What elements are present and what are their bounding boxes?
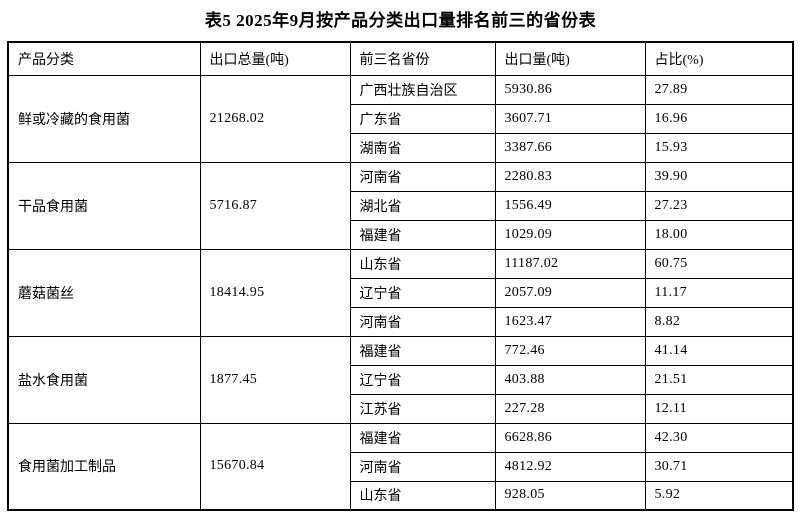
category-cell: 盐水食用菌	[7, 335, 201, 424]
table-row: 辽宁省 403.88 21.51	[8, 364, 794, 395]
table-row: 广东省 3607.71 16.96	[8, 103, 794, 134]
share-cell: 41.14	[644, 335, 794, 366]
volume-cell: 2057.09	[494, 277, 646, 308]
share-cell: 15.93	[644, 132, 794, 163]
volume-cell: 3607.71	[494, 103, 646, 134]
share-cell: 27.23	[644, 190, 794, 221]
province-cell: 广东省	[349, 103, 496, 134]
province-cell: 湖南省	[349, 132, 496, 163]
volume-cell: 1556.49	[494, 190, 646, 221]
share-cell: 30.71	[644, 451, 794, 482]
province-cell: 福建省	[349, 422, 496, 453]
volume-cell: 6628.86	[494, 422, 646, 453]
table-row: 干品食用菌 5716.87 河南省 2280.83 39.90	[7, 161, 794, 250]
share-cell: 16.96	[644, 103, 794, 134]
province-cell: 辽宁省	[349, 277, 496, 308]
volume-cell: 772.46	[494, 335, 646, 366]
table-row: 辽宁省 2057.09 11.17	[8, 277, 794, 308]
province-cell: 河南省	[349, 451, 496, 482]
table-row: 江苏省 227.28 12.11	[8, 393, 794, 424]
volume-cell: 2280.83	[494, 161, 646, 192]
total-volume-cell: 15670.84	[199, 422, 351, 511]
province-cell: 山东省	[349, 248, 496, 279]
volume-cell: 403.88	[494, 364, 646, 395]
province-cell: 福建省	[349, 335, 496, 366]
table-row: 福建省 1029.09 18.00	[8, 219, 794, 250]
table-row: 湖南省 3387.66 15.93	[8, 132, 794, 163]
share-cell: 18.00	[644, 219, 794, 250]
export-table: 产品分类 出口总量(吨) 前三名省份 出口量(吨) 占比(%) 鲜或冷藏的食用菌 2126…	[7, 41, 794, 511]
table-row: 盐水食用菌 1877.45 福建省 772.46 41.14	[7, 335, 794, 424]
header-row: 产品分类 出口总量(吨) 前三名省份 出口量(吨) 占比(%)	[7, 41, 794, 76]
share-cell: 42.30	[644, 422, 794, 453]
volume-cell: 1623.47	[494, 306, 646, 337]
volume-cell: 5930.86	[494, 74, 646, 105]
total-volume-cell: 18414.95	[199, 248, 351, 337]
column-header-4: 占比(%)	[644, 41, 794, 76]
volume-cell: 4812.92	[494, 451, 646, 482]
volume-cell: 1029.09	[494, 219, 646, 250]
table-row: 食用菌加工制品 15670.84 福建省 6628.86 42.30	[7, 422, 794, 511]
category-cell: 鲜或冷藏的食用菌	[7, 74, 201, 163]
share-cell: 5.92	[644, 480, 794, 511]
table-row: 山东省 928.05 5.92	[8, 480, 794, 511]
volume-cell: 227.28	[494, 393, 646, 424]
column-header-3: 出口量(吨)	[494, 41, 646, 76]
category-cell: 干品食用菌	[7, 161, 201, 250]
volume-cell: 928.05	[494, 480, 646, 511]
share-cell: 27.89	[644, 74, 794, 105]
table-row: 湖北省 1556.49 27.23	[8, 190, 794, 221]
province-cell: 广西壮族自治区	[349, 74, 496, 105]
table-row: 鲜或冷藏的食用菌 21268.02 广西壮族自治区 5930.86 27.89	[7, 74, 794, 163]
volume-cell: 11187.02	[494, 248, 646, 279]
province-cell: 河南省	[349, 306, 496, 337]
table-row: 河南省 4812.92 30.71	[8, 451, 794, 482]
volume-cell: 3387.66	[494, 132, 646, 163]
province-cell: 福建省	[349, 219, 496, 250]
column-header-2: 前三名省份	[349, 41, 496, 76]
total-volume-cell: 1877.45	[199, 335, 351, 424]
column-header-0: 产品分类	[7, 41, 201, 76]
province-cell: 江苏省	[349, 393, 496, 424]
province-cell: 山东省	[349, 480, 496, 511]
province-cell: 河南省	[349, 161, 496, 192]
share-cell: 11.17	[644, 277, 794, 308]
total-volume-cell: 21268.02	[199, 74, 351, 163]
share-cell: 8.82	[644, 306, 794, 337]
table-row: 蘑菇菌丝 18414.95 山东省 11187.02 60.75	[7, 248, 794, 337]
share-cell: 39.90	[644, 161, 794, 192]
share-cell: 60.75	[644, 248, 794, 279]
share-cell: 21.51	[644, 364, 794, 395]
category-cell: 食用菌加工制品	[7, 422, 201, 511]
table-title: 表5 2025年9月按产品分类出口量排名前三的省份表	[204, 11, 597, 30]
province-cell: 辽宁省	[349, 364, 496, 395]
share-cell: 12.11	[644, 393, 794, 424]
column-header-1: 出口总量(吨)	[199, 41, 351, 76]
table-row: 河南省 1623.47 8.82	[8, 306, 794, 337]
category-cell: 蘑菇菌丝	[7, 248, 201, 337]
total-volume-cell: 5716.87	[199, 161, 351, 250]
province-cell: 湖北省	[349, 190, 496, 221]
